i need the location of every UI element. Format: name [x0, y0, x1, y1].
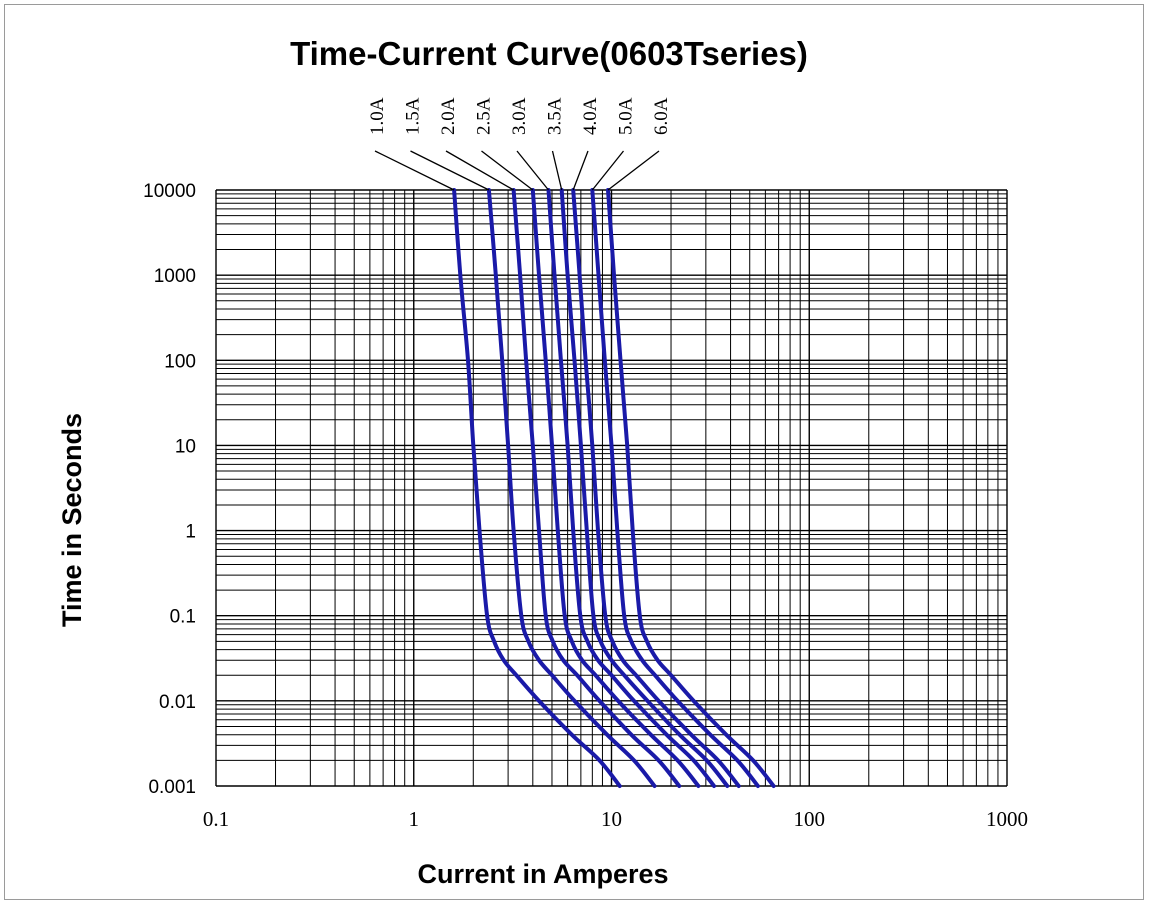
x-tick-label: 0.1	[203, 807, 229, 831]
x-tick-labels: 0.1 1 10 100 1000	[203, 807, 1028, 831]
x-axis-title: Current in Amperes	[417, 859, 668, 889]
series-line-2.0A	[511, 188, 682, 788]
series-lines	[452, 188, 776, 788]
y-tick-label: 0.001	[148, 777, 196, 798]
leader-line	[445, 150, 514, 191]
x-tick-label: 100	[794, 807, 826, 831]
series-line-1.0A	[452, 188, 622, 788]
series-line-4.0A	[571, 188, 741, 788]
series-labels: 1.0A 1.5A 2.0A 2.5A 3.0A 3.5A 4.0A 5.0A 6.0A	[367, 97, 672, 191]
series-line-5.0A	[590, 188, 760, 788]
y-axis-title: Time in Seconds	[57, 413, 87, 627]
grid	[215, 189, 1008, 787]
series-label: 6.0A	[651, 97, 672, 135]
y-tick-label: 0.01	[159, 692, 196, 713]
series-label: 2.5A	[474, 97, 495, 135]
x-tick-label: 1	[409, 807, 420, 831]
leader-line	[607, 150, 660, 191]
y-tick-label: 1	[185, 522, 196, 543]
series-label: 2.0A	[438, 97, 459, 135]
time-current-chart: Time-Current Curve(0603Tseries) Current …	[57, 35, 1028, 889]
series-label: 1.0A	[367, 97, 388, 135]
chart-title: Time-Current Curve(0603Tseries)	[290, 35, 808, 72]
series-line-6.0A	[606, 188, 776, 788]
leader-line	[551, 150, 563, 191]
y-tick-label: 10	[175, 436, 196, 457]
leader-line	[516, 150, 549, 191]
series-label: 3.0A	[509, 97, 530, 135]
leader-line	[374, 150, 455, 191]
y-tick-label: 1000	[154, 266, 196, 287]
series-label: 5.0A	[616, 97, 637, 135]
y-tick-label: 0.1	[170, 607, 196, 628]
leader-line	[410, 150, 490, 191]
x-tick-label: 10	[601, 807, 622, 831]
chart-frame: Time-Current Curve(0603Tseries) Current …	[4, 4, 1144, 900]
y-tick-label: 10000	[143, 181, 196, 202]
series-label: 1.5A	[403, 97, 424, 135]
y-tick-labels: 0.001 0.01 0.1 1 10 100 1000 10000	[143, 181, 196, 798]
series-label: 4.0A	[580, 97, 601, 135]
leader-line	[481, 150, 534, 191]
leader-line	[572, 150, 589, 191]
x-tick-label: 1000	[986, 807, 1028, 831]
series-line-3.5A	[559, 188, 730, 788]
leader-line	[591, 150, 625, 191]
y-tick-label: 100	[164, 351, 196, 372]
series-label: 3.5A	[545, 97, 566, 135]
series-line-2.5A	[530, 188, 701, 788]
series-line-3.0A	[546, 188, 716, 788]
series-line-1.5A	[486, 188, 657, 788]
